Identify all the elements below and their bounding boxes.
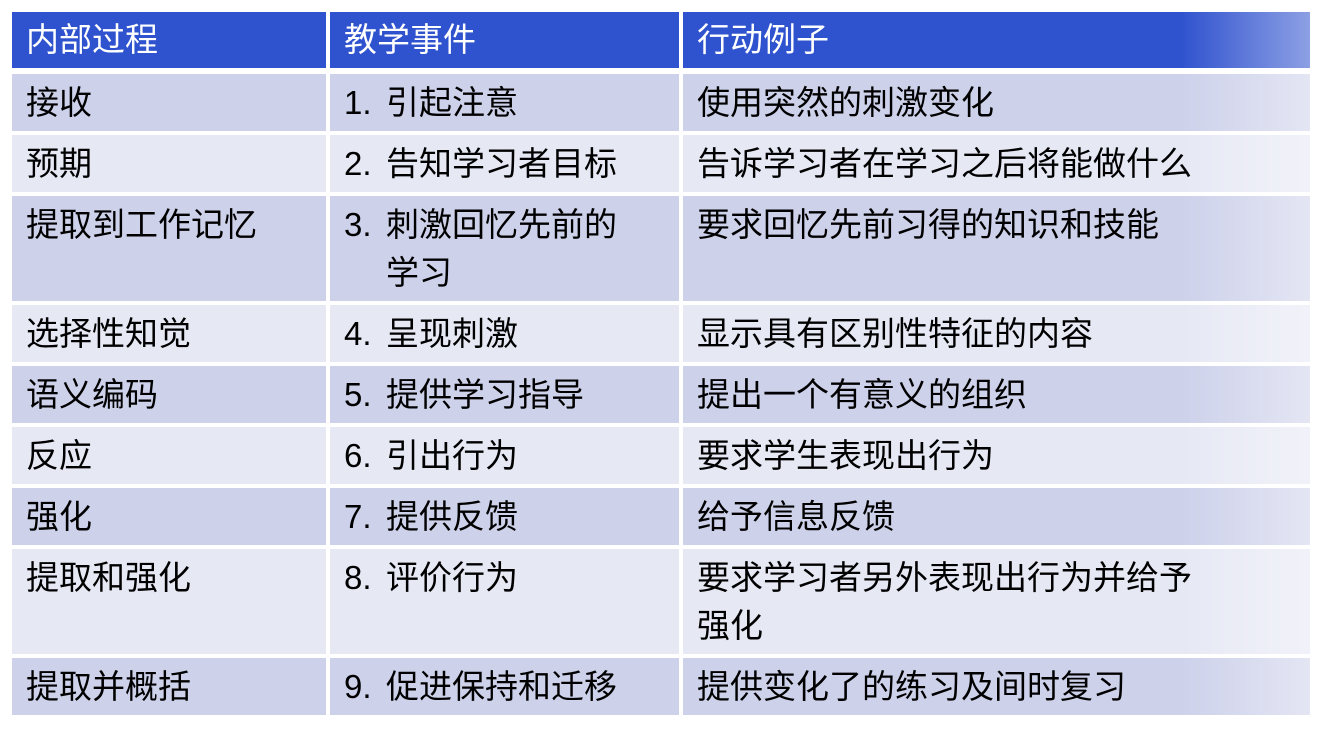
event-number: 3.	[344, 206, 372, 243]
cell-internal-process: 提取并概括	[12, 658, 326, 715]
table-row: 预期 2. 告知学习者目标 告诉学习者在学习之后将能做什么	[12, 135, 1310, 192]
cell-instructional-event: 5. 提供学习指导	[330, 366, 679, 423]
event-text: 提供反馈	[386, 498, 518, 535]
table-row: 强化 7. 提供反馈 给予信息反馈	[12, 488, 1310, 545]
table-row: 语义编码 5. 提供学习指导 提出一个有意义的组织	[12, 366, 1310, 423]
table-header-row: 内部过程 教学事件 行动例子	[12, 12, 1310, 68]
cell-instructional-event: 3. 刺激回忆先前的 学习	[330, 196, 679, 301]
event-number: 1.	[344, 84, 372, 121]
cell-internal-process: 语义编码	[12, 366, 326, 423]
event-number: 9.	[344, 668, 372, 705]
event-text: 评价行为	[386, 559, 518, 596]
cell-internal-process: 反应	[12, 427, 326, 484]
event-number: 4.	[344, 315, 372, 352]
event-text: 刺激回忆先前的 学习	[386, 206, 617, 291]
cell-action-example: 提供变化了的练习及间时复习	[683, 658, 1310, 715]
event-number: 2.	[344, 145, 372, 182]
event-text: 促进保持和迁移	[386, 668, 617, 705]
table-row: 提取和强化 8. 评价行为 要求学习者另外表现出行为并给予 强化	[12, 549, 1310, 654]
cell-instructional-event: 7. 提供反馈	[330, 488, 679, 545]
gagne-nine-events-table: 内部过程 教学事件 行动例子 接收 1. 引起注意 使用突然的刺激变化 预期 2…	[12, 12, 1310, 719]
cell-action-example: 告诉学习者在学习之后将能做什么	[683, 135, 1310, 192]
table-row: 提取并概括 9. 促进保持和迁移 提供变化了的练习及间时复习	[12, 658, 1310, 715]
cell-instructional-event: 2. 告知学习者目标	[330, 135, 679, 192]
cell-internal-process: 选择性知觉	[12, 305, 326, 362]
header-action-example: 行动例子	[683, 12, 1310, 68]
cell-action-example: 要求回忆先前习得的知识和技能	[683, 196, 1310, 301]
cell-action-example: 要求学习者另外表现出行为并给予 强化	[683, 549, 1310, 654]
table-row: 接收 1. 引起注意 使用突然的刺激变化	[12, 74, 1310, 131]
table-row: 反应 6. 引出行为 要求学生表现出行为	[12, 427, 1310, 484]
cell-action-example: 提出一个有意义的组织	[683, 366, 1310, 423]
cell-internal-process: 提取和强化	[12, 549, 326, 654]
cell-internal-process: 提取到工作记忆	[12, 196, 326, 301]
cell-instructional-event: 9. 促进保持和迁移	[330, 658, 679, 715]
cell-action-example: 要求学生表现出行为	[683, 427, 1310, 484]
event-number: 6.	[344, 437, 372, 474]
event-text: 引出行为	[386, 437, 518, 474]
cell-internal-process: 强化	[12, 488, 326, 545]
cell-action-example: 给予信息反馈	[683, 488, 1310, 545]
event-number: 8.	[344, 559, 372, 596]
cell-instructional-event: 1. 引起注意	[330, 74, 679, 131]
event-text: 呈现刺激	[386, 315, 518, 352]
cell-action-example: 使用突然的刺激变化	[683, 74, 1310, 131]
table-row: 选择性知觉 4. 呈现刺激 显示具有区别性特征的内容	[12, 305, 1310, 362]
event-number: 5.	[344, 376, 372, 413]
event-number: 7.	[344, 498, 372, 535]
cell-instructional-event: 6. 引出行为	[330, 427, 679, 484]
event-text: 告知学习者目标	[386, 145, 617, 182]
table-row: 提取到工作记忆 3. 刺激回忆先前的 学习 要求回忆先前习得的知识和技能	[12, 196, 1310, 301]
header-instructional-event: 教学事件	[330, 12, 679, 68]
cell-internal-process: 预期	[12, 135, 326, 192]
cell-internal-process: 接收	[12, 74, 326, 131]
event-text: 引起注意	[386, 84, 518, 121]
cell-action-example: 显示具有区别性特征的内容	[683, 305, 1310, 362]
cell-instructional-event: 8. 评价行为	[330, 549, 679, 654]
header-internal-process: 内部过程	[12, 12, 326, 68]
event-text: 提供学习指导	[386, 376, 584, 413]
cell-instructional-event: 4. 呈现刺激	[330, 305, 679, 362]
